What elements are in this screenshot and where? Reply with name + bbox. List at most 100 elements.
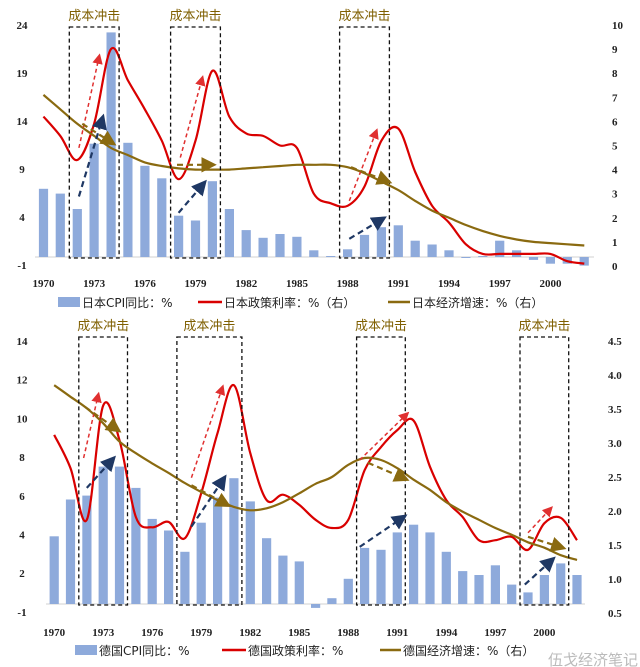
japan-shock-box xyxy=(68,26,120,259)
japan-right-tick-label: 5 xyxy=(612,141,618,153)
germany-cpi-bar-1986 xyxy=(311,604,321,608)
germany-cpi-bar-1998 xyxy=(507,584,517,604)
germany-cpi-bar-1975 xyxy=(131,487,141,604)
germany-navy-trend-arrow xyxy=(85,455,116,489)
germany-policy-rate-line xyxy=(53,384,578,552)
japan-cpi-bar-1999 xyxy=(528,257,539,260)
germany-right-tick-label: 0.5 xyxy=(608,608,622,620)
germany-cpi-bar-1995 xyxy=(458,571,468,604)
japan-growth-line xyxy=(42,94,585,247)
japan-x-tick-label: 1976 xyxy=(134,278,157,290)
japan-shock-label: 成本冲击 xyxy=(338,9,390,24)
germany-cpi-bar-1985 xyxy=(294,561,304,604)
germany-cpi-bar-1997 xyxy=(490,565,500,604)
japan-navy-trend-arrow xyxy=(177,179,207,214)
japan-navy-trend-arrow xyxy=(348,216,387,240)
japan-shock-label: 成本冲击 xyxy=(68,9,120,24)
japan-cpi-bar-2002 xyxy=(579,257,589,266)
germany-shock-box xyxy=(519,336,570,606)
japan-x-tick-label: 1979 xyxy=(185,278,208,290)
germany-x-tick-label: 1988 xyxy=(337,627,360,639)
germany-cpi-bar-1976 xyxy=(147,518,157,604)
germany-growth-line xyxy=(53,384,578,562)
germany-shock-label: 成本冲击 xyxy=(518,319,570,334)
germany-cpi-bar-1982 xyxy=(245,501,255,604)
japan-right-tick-label: 0 xyxy=(612,261,618,273)
germany-cpi-bar-2001 xyxy=(556,563,566,604)
japan-cpi-bar-1988 xyxy=(343,249,353,257)
japan-right-tick-label: 9 xyxy=(612,44,618,56)
japan-cpi-bar-1970 xyxy=(38,188,49,257)
germany-left-tick-label: 8 xyxy=(19,452,25,464)
japan-cpi-bar-1991 xyxy=(393,225,403,257)
germany-x-tick-label: 1970 xyxy=(43,627,66,639)
germany-cpi-bar-1996 xyxy=(474,575,484,604)
germany-right-tick-label: 2.0 xyxy=(608,506,622,518)
germany-brown-trend-arrow xyxy=(84,406,122,433)
germany-x-tick-label: 1979 xyxy=(190,627,213,639)
japan-cpi-bar-1989 xyxy=(359,234,370,257)
japan-cpi-bar-1994 xyxy=(444,250,454,257)
germany-cpi-bar-2000 xyxy=(539,575,549,604)
legend-label-japan-cpi: 日本CPI同比：% xyxy=(82,296,173,310)
germany-cpi-bar-1972 xyxy=(82,495,92,604)
germany-right-tick-label: 4.0 xyxy=(608,370,622,382)
germany-cpi-bar-1987 xyxy=(327,598,337,604)
japan-x-tick-label: 1982 xyxy=(235,278,258,290)
germany-cpi-bar-1993 xyxy=(425,532,435,604)
japan-navy-trend-arrow xyxy=(77,113,107,197)
japan-cpi-bar-1992 xyxy=(410,240,420,257)
japan-cpi-bar-1976 xyxy=(140,165,150,257)
germany-shock-label: 成本冲击 xyxy=(77,319,129,334)
germany-shock-box xyxy=(176,336,243,606)
japan-cpi-bar-1993 xyxy=(427,244,437,257)
germany-left-tick-label: 14 xyxy=(17,336,29,348)
germany-right-tick-label: 4.5 xyxy=(608,336,622,348)
germany-cpi-bar-1984 xyxy=(278,555,288,604)
japan-x-tick-label: 1994 xyxy=(438,278,461,290)
japan-legend: 日本CPI同比：% 日本政策利率：%（右） 日本经济增速：%（右） xyxy=(58,295,543,310)
japan-right-tick-label: 10 xyxy=(612,20,624,32)
germany-navy-trend-arrow xyxy=(524,556,556,586)
legend-label-japan-rate: 日本政策利率：%（右） xyxy=(224,295,355,310)
legend-label-germany-growth: 德国经济增速：%（右） xyxy=(403,643,534,658)
japan-cpi-bar-1985 xyxy=(292,236,302,257)
germany-right-tick-label: 1.5 xyxy=(608,540,622,552)
watermark: 伍戈经济笔记 xyxy=(548,651,638,667)
germany-left-tick-label: 10 xyxy=(17,413,29,425)
japan-brown-trend-arrow xyxy=(81,122,117,146)
germany-brown-trend-arrow xyxy=(367,461,410,482)
japan-cpi-bar-1986 xyxy=(309,250,319,257)
germany-cpi-bar-1978 xyxy=(180,551,190,604)
japan-left-tick-label: 9 xyxy=(19,164,25,176)
germany-brown-trend-arrow xyxy=(190,484,232,508)
germany-cpi-bar-1991 xyxy=(392,532,402,604)
japan-brown-trend-arrow xyxy=(350,166,393,185)
germany-red-trend-arrow xyxy=(359,411,410,461)
legend-label-germany-rate: 德国政策利率：% xyxy=(248,643,343,658)
japan-x-tick-label: 1985 xyxy=(286,278,309,290)
legend-swatch-japan-cpi xyxy=(58,297,80,307)
germany-cpi-bar-1994 xyxy=(441,551,451,604)
japan-cpi-bar-1984 xyxy=(275,234,285,257)
germany-left-tick-label: -1 xyxy=(17,607,26,619)
germany-left-tick-label: 2 xyxy=(19,568,25,580)
germany-cpi-bar-1992 xyxy=(409,524,419,604)
japan-right-tick-label: 6 xyxy=(612,116,618,128)
germany-x-tick-label: 1973 xyxy=(92,627,115,639)
germany-cpi-bar-1971 xyxy=(65,499,76,604)
germany-x-tick-label: 1985 xyxy=(288,627,311,639)
germany-right-tick-label: 1.0 xyxy=(608,574,622,586)
japan-cpi-bar-1972 xyxy=(72,209,82,257)
germany-red-trend-arrow xyxy=(190,384,226,478)
japan-cpi-bar-1975 xyxy=(123,142,133,257)
japan-right-tick-label: 7 xyxy=(612,92,618,104)
japan-cpi-bar-1978 xyxy=(174,215,184,257)
germany-cpi-bar-1977 xyxy=(164,530,174,604)
germany-cpi-bar-1970 xyxy=(49,536,59,604)
japan-x-tick-label: 1991 xyxy=(387,278,409,290)
japan-left-tick-label: 19 xyxy=(17,68,29,80)
japan-right-tick-label: 8 xyxy=(612,68,618,80)
